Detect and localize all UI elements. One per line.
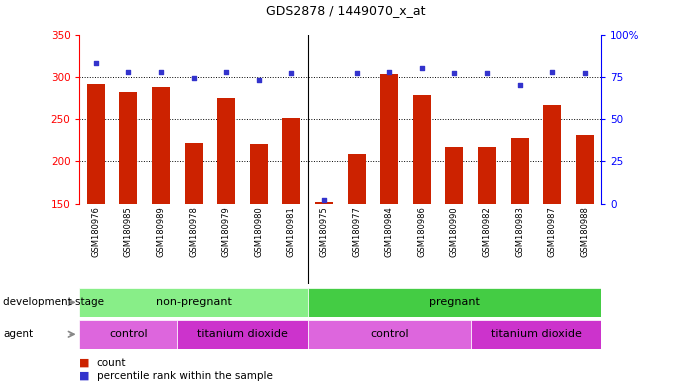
Point — [319, 197, 330, 203]
Bar — [217, 98, 235, 204]
Bar — [380, 74, 398, 204]
Point — [384, 69, 395, 75]
Bar — [511, 137, 529, 204]
Text: agent: agent — [3, 329, 34, 339]
Text: GSM180990: GSM180990 — [450, 206, 459, 257]
Point — [155, 69, 167, 75]
Bar — [79, 288, 307, 317]
Bar — [543, 105, 561, 204]
Point — [91, 60, 102, 66]
Point — [220, 69, 231, 75]
Text: count: count — [97, 358, 126, 368]
Bar — [576, 135, 594, 204]
Point — [254, 77, 265, 83]
Bar — [446, 147, 464, 204]
Bar — [413, 94, 430, 204]
Bar — [307, 288, 601, 317]
Text: GSM180977: GSM180977 — [352, 206, 361, 257]
Text: control: control — [109, 329, 148, 339]
Text: GSM180984: GSM180984 — [385, 206, 394, 257]
Text: GSM180987: GSM180987 — [548, 206, 557, 257]
Bar — [79, 320, 178, 349]
Point — [514, 82, 525, 88]
Text: non-pregnant: non-pregnant — [155, 297, 231, 308]
Text: ■: ■ — [79, 358, 90, 368]
Text: GSM180989: GSM180989 — [156, 206, 165, 257]
Text: GSM180986: GSM180986 — [417, 206, 426, 257]
Bar — [315, 202, 333, 204]
Point — [449, 70, 460, 76]
Text: titanium dioxide: titanium dioxide — [491, 329, 581, 339]
Text: development stage: development stage — [3, 297, 104, 308]
Bar — [283, 118, 301, 204]
Text: GSM180976: GSM180976 — [91, 206, 100, 257]
Point — [351, 70, 362, 76]
Bar — [471, 320, 601, 349]
Text: GSM180978: GSM180978 — [189, 206, 198, 257]
Bar — [178, 320, 307, 349]
Text: ■: ■ — [79, 371, 90, 381]
Bar — [307, 320, 471, 349]
Point — [188, 75, 199, 81]
Bar — [120, 92, 138, 204]
Bar — [184, 143, 202, 204]
Bar — [152, 87, 170, 204]
Text: GSM180979: GSM180979 — [222, 206, 231, 257]
Text: GSM180980: GSM180980 — [254, 206, 263, 257]
Text: GDS2878 / 1449070_x_at: GDS2878 / 1449070_x_at — [266, 4, 425, 17]
Point — [482, 70, 493, 76]
Text: GSM180975: GSM180975 — [319, 206, 328, 257]
Text: percentile rank within the sample: percentile rank within the sample — [97, 371, 273, 381]
Bar — [348, 154, 366, 204]
Point — [123, 69, 134, 75]
Text: titanium dioxide: titanium dioxide — [197, 329, 288, 339]
Text: pregnant: pregnant — [429, 297, 480, 308]
Point — [286, 70, 297, 76]
Bar — [478, 147, 496, 204]
Text: GSM180988: GSM180988 — [580, 206, 589, 257]
Point — [547, 69, 558, 75]
Bar — [87, 84, 105, 204]
Text: GSM180985: GSM180985 — [124, 206, 133, 257]
Text: GSM180983: GSM180983 — [515, 206, 524, 257]
Point — [579, 70, 590, 76]
Bar — [250, 144, 268, 204]
Text: GSM180981: GSM180981 — [287, 206, 296, 257]
Point — [416, 65, 427, 71]
Text: GSM180982: GSM180982 — [482, 206, 491, 257]
Text: control: control — [370, 329, 408, 339]
